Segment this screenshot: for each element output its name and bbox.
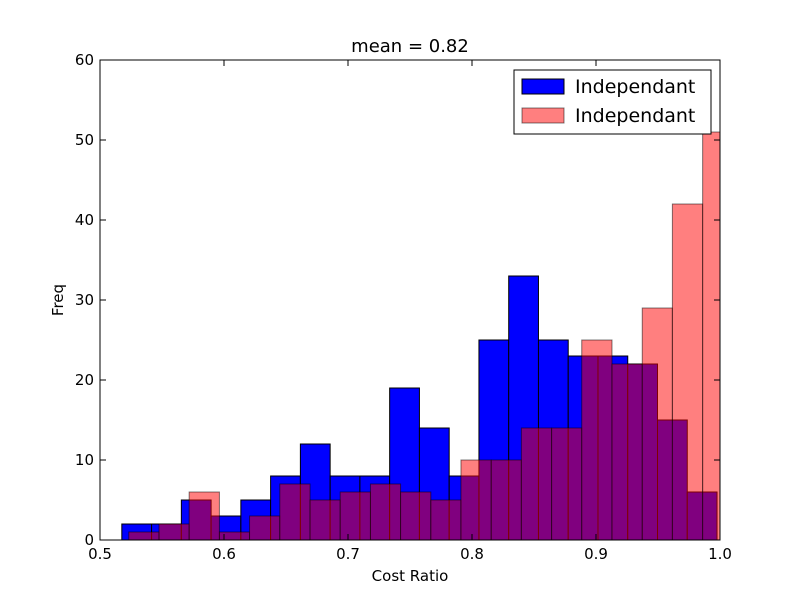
x-tick-label: 1.0 — [708, 545, 732, 563]
x-axis-label: Cost Ratio — [372, 567, 449, 585]
bar-series-2-bin-7 — [309, 499, 341, 540]
x-tick-label: 0.7 — [336, 545, 360, 563]
bar-series-2-bin-2 — [158, 523, 190, 540]
bar-series-2-bin-14 — [520, 427, 553, 540]
bar-series-2-bin-13 — [490, 459, 522, 540]
x-tick-label: 0.5 — [88, 545, 112, 563]
y-tick-label: 10 — [75, 451, 94, 469]
bar-series-2-bin-6 — [279, 483, 311, 540]
legend-label-series-2: Independant — [575, 105, 695, 127]
y-tick-label: 60 — [75, 51, 94, 69]
y-tick-label: 20 — [75, 371, 94, 389]
bar-series-2-bin-17 — [611, 363, 643, 540]
bar-series-2-bin-16 — [581, 339, 613, 540]
legend: Independant Independant — [513, 69, 712, 135]
chart-title: mean = 0.82 — [351, 36, 469, 57]
bar-series-2-bin-5 — [249, 515, 281, 540]
bar-series-2-bin-8 — [339, 491, 371, 540]
bar-series-2-bin-19 — [671, 203, 704, 540]
bar-series-2-bin-1 — [128, 531, 160, 540]
x-tick-label: 0.6 — [212, 545, 236, 563]
bar-series-2-bin-10 — [400, 491, 432, 540]
bar-series-2-bin-12 — [460, 459, 492, 540]
legend-label-series-1: Independant — [575, 76, 695, 98]
legend-swatch-series-1 — [521, 78, 565, 95]
y-tick-label: 50 — [75, 131, 94, 149]
bar-series-2-bin-18 — [641, 307, 673, 540]
ticks-layer: 0.5 0.6 0.7 0.8 0.9 1.0 0 10 20 30 40 50 60 — [75, 51, 732, 563]
bar-series-2-bin-15 — [551, 427, 583, 540]
y-tick-label: 40 — [75, 211, 94, 229]
bar-series-2-bin-9 — [369, 483, 402, 540]
x-tick-label: 0.9 — [584, 545, 608, 563]
y-axis-label: Freq — [49, 284, 67, 316]
bars-layer — [121, 131, 720, 540]
bar-series-2-bin-11 — [430, 499, 462, 540]
bar-series-2-bin-20 — [702, 131, 720, 540]
x-tick-label: 0.8 — [460, 545, 484, 563]
y-tick-label: 30 — [75, 291, 94, 309]
y-tick-label: 0 — [84, 531, 94, 549]
bar-series-2-bin-3 — [188, 491, 220, 540]
legend-swatch-series-2 — [521, 107, 565, 124]
